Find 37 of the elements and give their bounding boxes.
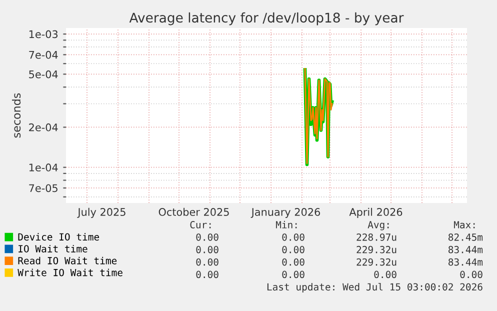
text: 83.44m	[448, 258, 483, 266]
legend-label: Read IO Wait time	[18, 256, 117, 264]
x-tick-label: July 2025	[77, 208, 126, 218]
legend-label: Write IO Wait time	[18, 268, 122, 276]
x-tick-label: January 2026	[250, 208, 320, 218]
text: 82.45m	[448, 233, 483, 241]
text: 0.00	[282, 246, 304, 254]
text: 0.00	[374, 270, 396, 278]
y-axis-title: seconds	[12, 93, 21, 138]
text: 228.97u	[356, 233, 396, 241]
text: 229.32u	[356, 246, 396, 254]
y-tick-label: 1e-03	[29, 30, 58, 38]
x-tick-label: October 2025	[158, 208, 229, 216]
y-tick-label: 7e-04	[29, 50, 58, 59]
chart-title: Average latency for /dev/loop18 - by year	[129, 12, 404, 26]
y-tick-label: 5e-04	[29, 70, 58, 78]
text: 0.00	[196, 233, 218, 241]
text: Min:	[276, 220, 297, 228]
text: Cur:	[190, 221, 211, 228]
x-tick-label: April 2026	[349, 208, 402, 218]
legend-label: IO Wait time	[18, 244, 88, 252]
text: 0.00	[196, 246, 218, 254]
legend-label: Device IO time	[18, 233, 100, 241]
y-tick-label: 7e-05	[29, 184, 58, 192]
y-tick-label: 2e-04	[29, 123, 58, 132]
text: Avg:	[368, 221, 389, 230]
text: Last update: Wed Jul 15 03:00:02 2026	[267, 282, 482, 292]
y-tick-label: 1e-04	[29, 164, 58, 172]
text: 0.00	[196, 258, 218, 266]
text: 229.32u	[356, 258, 396, 266]
text: 83.44m	[448, 246, 483, 254]
text: 0.00	[196, 270, 218, 278]
text: 0.00	[282, 258, 304, 266]
text: Max:	[454, 221, 475, 228]
text: 0.00	[282, 233, 304, 241]
text: 0.00	[282, 270, 304, 278]
text: 0.00	[460, 270, 482, 278]
